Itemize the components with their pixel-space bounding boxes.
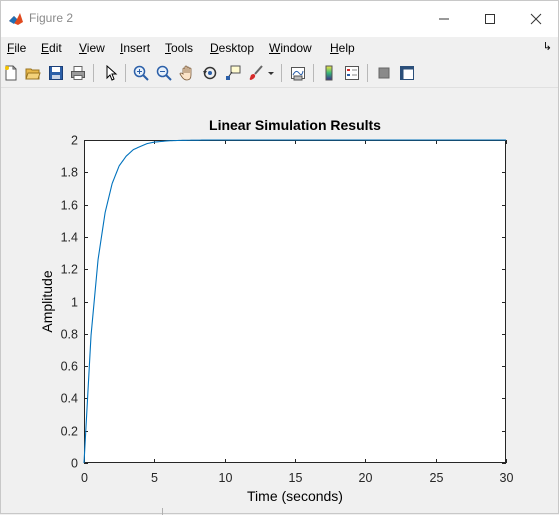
- menu-view[interactable]: View: [79, 41, 105, 55]
- legend-button[interactable]: [343, 64, 361, 82]
- menu-help[interactable]: Help: [330, 41, 355, 55]
- y-tick-label: 0: [71, 457, 78, 471]
- print-icon: [71, 66, 85, 80]
- axes-background[interactable]: [84, 140, 506, 463]
- brush-icon: [249, 65, 263, 80]
- open-file-icon: [25, 68, 41, 80]
- x-tick-label: 30: [500, 471, 514, 485]
- x-tick-label: 15: [289, 471, 303, 485]
- colorbar-button[interactable]: [320, 64, 338, 82]
- toolbar-separator: [93, 64, 94, 82]
- close-icon: [530, 13, 542, 25]
- axes-frame: [84, 140, 506, 463]
- y-tick-label: 0.2: [61, 425, 78, 439]
- x-tick-label: 20: [359, 471, 373, 485]
- pan-icon: [179, 65, 192, 81]
- window-title: Figure 2: [29, 11, 74, 25]
- edit-plot-button[interactable]: [102, 64, 120, 82]
- print-button[interactable]: [69, 64, 87, 82]
- y-tick-label: 1: [71, 296, 78, 310]
- zoom-out-icon: [156, 65, 172, 81]
- minimize-button[interactable]: [421, 1, 467, 37]
- y-tick-label: 2: [71, 134, 78, 148]
- series-line[interactable]: [83, 139, 506, 464]
- x-tick-label: 5: [151, 471, 158, 485]
- x-axis-label: Time (seconds): [247, 488, 343, 504]
- y-axis-label: Amplitude: [39, 270, 55, 332]
- menu-tools[interactable]: Tools: [165, 41, 194, 55]
- minimize-icon: [439, 18, 449, 20]
- rotate-3d-icon: [203, 66, 217, 80]
- hide-plot-tools-button[interactable]: [375, 64, 393, 82]
- link-plot-icon: [291, 67, 305, 81]
- maximize-button[interactable]: [467, 1, 513, 37]
- rotate-3d-button[interactable]: [201, 64, 219, 82]
- toolbar-separator: [367, 64, 368, 82]
- maximize-icon: [485, 14, 495, 24]
- pan-button[interactable]: [178, 64, 196, 82]
- brush-dropdown[interactable]: [266, 64, 276, 82]
- dock-arrow-icon[interactable]: ↳: [542, 41, 552, 53]
- y-tick-label: 1.4: [61, 231, 78, 245]
- save-button[interactable]: [47, 64, 65, 82]
- save-icon: [49, 66, 63, 80]
- menu-desktop[interactable]: Desktop: [210, 41, 255, 55]
- y-tick-label: 1.2: [61, 263, 78, 277]
- new-figure-icon: [5, 65, 17, 81]
- x-tick-label: 10: [219, 471, 233, 485]
- open-file-button[interactable]: [24, 64, 42, 82]
- data-cursor-button[interactable]: [224, 64, 242, 82]
- plot-title: Linear Simulation Results: [209, 117, 381, 133]
- close-button[interactable]: [513, 1, 559, 37]
- y-tick-label: 0.8: [61, 328, 78, 342]
- x-tick-label: 25: [430, 471, 444, 485]
- figure-toolbar: [1, 59, 558, 88]
- zoom-in-icon: [133, 65, 149, 81]
- toolbar-separator: [313, 64, 314, 82]
- menu-window[interactable]: Window: [269, 41, 312, 55]
- show-plot-tools-icon: [400, 66, 414, 80]
- menu-bar: File Edit View Insert Tools Desktop Wind…: [1, 37, 558, 59]
- hide-plot-tools-icon: [378, 67, 390, 79]
- y-tick-label: 1.8: [61, 166, 78, 180]
- link-plot-button[interactable]: [289, 64, 307, 82]
- data-cursor-icon: [226, 65, 241, 80]
- show-plot-tools-button[interactable]: [398, 64, 416, 82]
- y-tick-label: 0.6: [61, 360, 78, 374]
- toolbar-separator: [281, 64, 282, 82]
- x-tick-label: 0: [81, 471, 88, 485]
- toolbar-separator: [125, 64, 126, 82]
- brush-button[interactable]: [247, 64, 265, 82]
- menu-insert[interactable]: Insert: [120, 41, 151, 55]
- y-tick-label: 1.6: [61, 199, 78, 213]
- matlab-logo-icon: [8, 11, 24, 27]
- colorbar-icon: [325, 65, 333, 81]
- zoom-out-button[interactable]: [155, 64, 173, 82]
- menu-edit[interactable]: Edit: [41, 41, 62, 55]
- edit-plot-icon: [106, 65, 118, 81]
- status-divider: [162, 508, 163, 515]
- zoom-in-button[interactable]: [132, 64, 150, 82]
- dropdown-arrow-icon: [268, 72, 274, 75]
- new-figure-button[interactable]: [2, 64, 20, 82]
- legend-icon: [345, 66, 359, 80]
- y-tick-label: 0.4: [61, 392, 78, 406]
- title-bar[interactable]: Figure 2: [1, 1, 558, 37]
- menu-file[interactable]: File: [7, 41, 27, 55]
